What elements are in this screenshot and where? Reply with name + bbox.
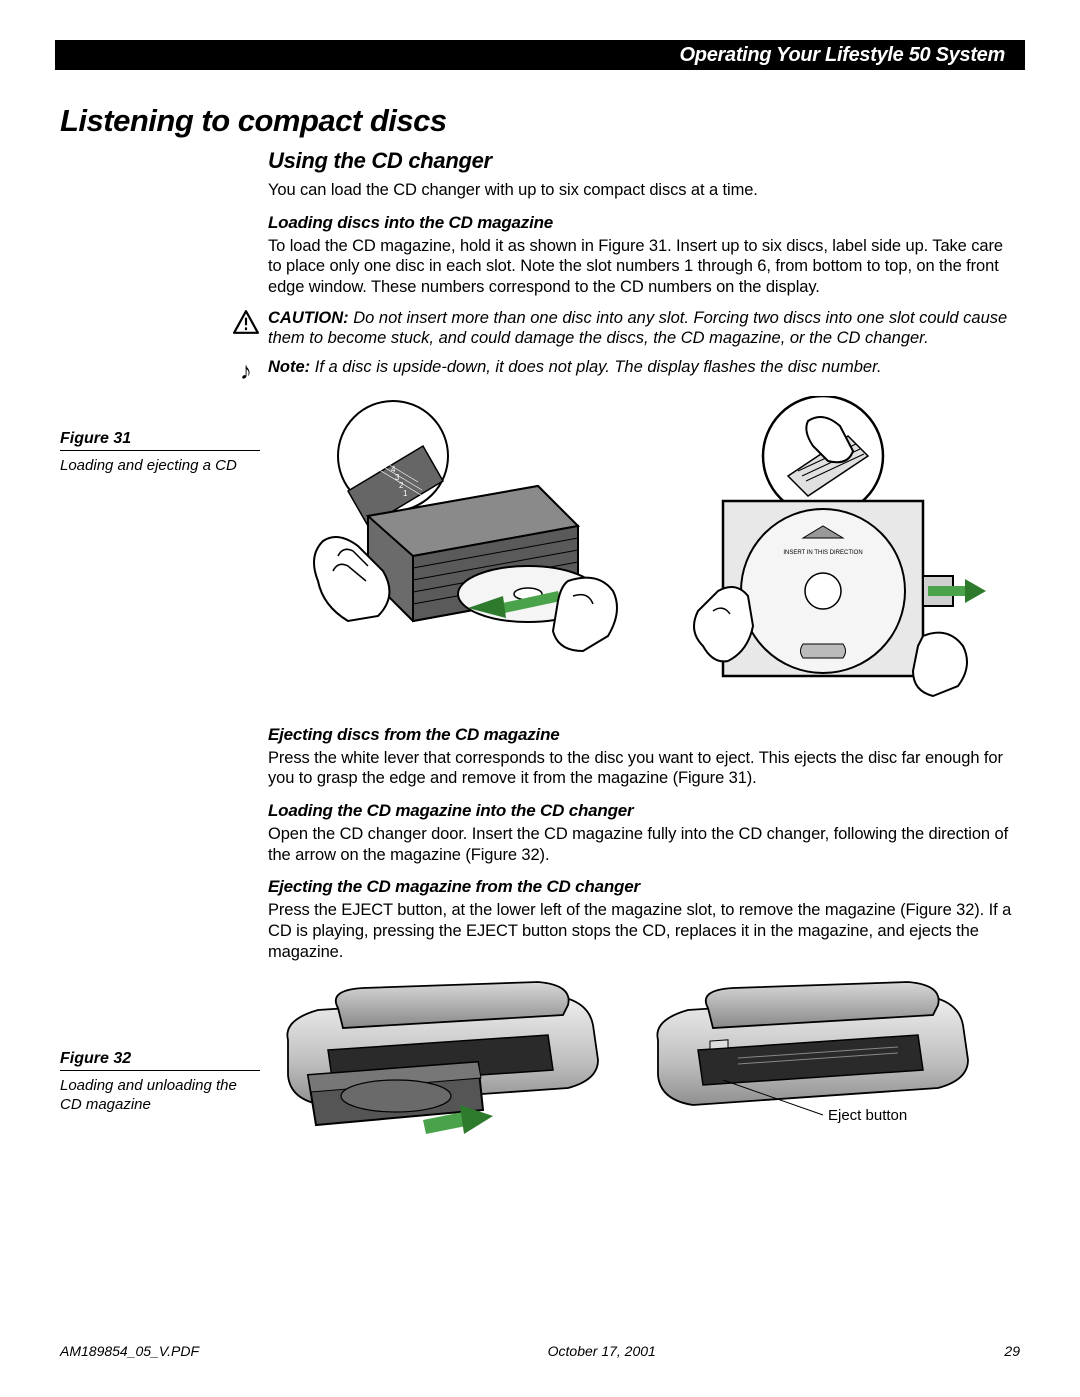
using-cd-changer-intro: You can load the CD changer with up to s… xyxy=(268,180,1020,201)
insert-direction-text: INSERT IN THIS DIRECTION xyxy=(783,550,862,556)
caution-text: CAUTION: Do not insert more than one dis… xyxy=(268,308,1020,349)
note-text: Note: If a disc is upside-down, it does … xyxy=(268,357,882,378)
caution-body: Do not insert more than one disc into an… xyxy=(268,309,1007,348)
loading-body: To load the CD magazine, hold it as show… xyxy=(268,236,1020,298)
footer-left: AM189854_05_V.PDF xyxy=(60,1343,199,1359)
note-block: ♪ Note: If a disc is upside-down, it doe… xyxy=(233,357,1020,386)
using-cd-changer-heading: Using the CD changer xyxy=(268,148,1020,174)
loading-mag-heading: Loading the CD magazine into the CD chan… xyxy=(268,801,1020,821)
figure-31-caption: Loading and ejecting a CD xyxy=(60,457,260,476)
figure-32-block: Figure 32 Loading and unloading the CD m… xyxy=(60,1050,260,1115)
ejecting-mag-heading: Ejecting the CD magazine from the CD cha… xyxy=(268,877,1020,897)
footer: AM189854_05_V.PDF October 17, 2001 29 xyxy=(60,1343,1020,1359)
music-note-icon: ♪ xyxy=(233,358,259,386)
note-label: Note: xyxy=(268,358,310,376)
figure-31-image: 6 5 4 3 2 1 xyxy=(268,396,1020,711)
header-bar: Operating Your Lifestyle 50 System xyxy=(55,40,1025,70)
footer-center: October 17, 2001 xyxy=(548,1343,656,1359)
caution-block: CAUTION: Do not insert more than one dis… xyxy=(233,308,1020,349)
figure-32-caption: Loading and unloading the CD magazine xyxy=(60,1077,260,1115)
page-title: Listening to compact discs xyxy=(60,103,447,139)
caution-label: CAUTION: xyxy=(268,309,349,327)
eject-button-label: Eject button xyxy=(828,1107,907,1124)
figure-32-image: Eject button xyxy=(268,980,1020,1160)
slot-num: 1 xyxy=(403,489,408,498)
content: Using the CD changer You can load the CD… xyxy=(60,148,1020,1174)
ejecting-heading: Ejecting discs from the CD magazine xyxy=(268,725,1020,745)
loading-heading: Loading discs into the CD magazine xyxy=(268,213,1020,233)
figure-31-label: Figure 31 xyxy=(60,430,260,451)
figure-32-label: Figure 32 xyxy=(60,1050,260,1071)
loading-mag-body: Open the CD changer door. Insert the CD … xyxy=(268,824,1020,865)
footer-right: 29 xyxy=(1004,1343,1020,1359)
ejecting-mag-body: Press the EJECT button, at the lower lef… xyxy=(268,900,1020,962)
warning-icon xyxy=(233,310,259,339)
note-body: If a disc is upside-down, it does not pl… xyxy=(310,358,881,376)
figure-31-block: Figure 31 Loading and ejecting a CD xyxy=(60,430,260,476)
ejecting-body: Press the white lever that corresponds t… xyxy=(268,748,1020,789)
header-title: Operating Your Lifestyle 50 System xyxy=(680,44,1005,67)
